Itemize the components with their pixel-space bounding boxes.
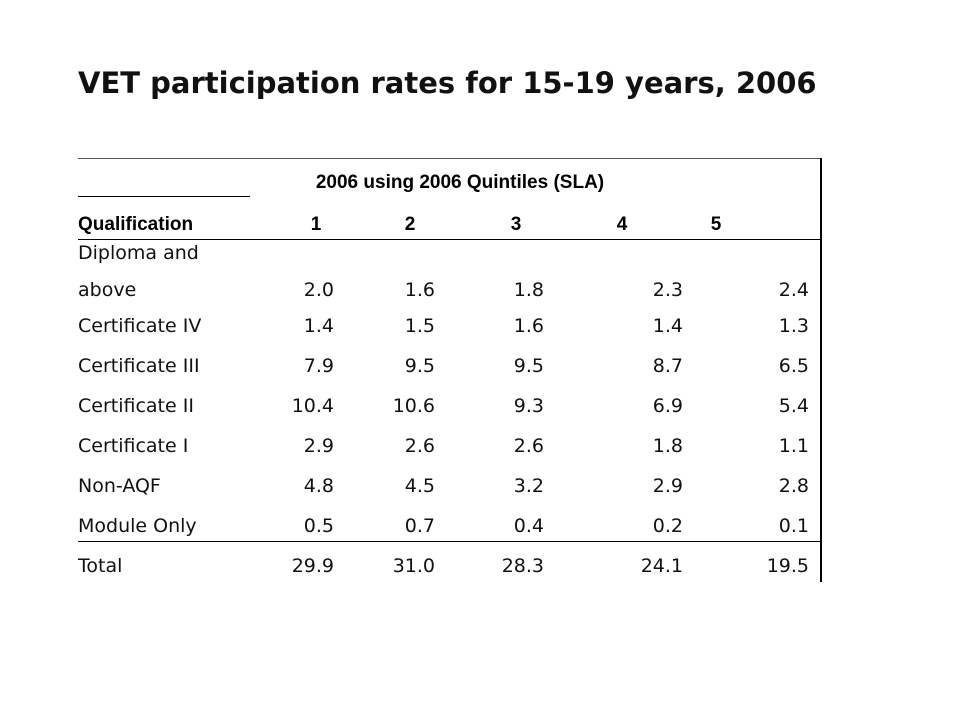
cell-value: 0.5 — [303, 515, 334, 537]
cell-value: 4.8 — [303, 475, 334, 497]
cell-value: 1.5 — [404, 315, 435, 337]
table-header-rule — [78, 239, 820, 240]
cell-value: 10.6 — [392, 395, 435, 417]
cell-value: 1.4 — [652, 315, 683, 337]
page-title: VET participation rates for 15-19 years,… — [78, 66, 817, 100]
cell-value: 24.1 — [640, 555, 683, 577]
header-quintile-2: 2 — [404, 214, 416, 235]
cell-value: 2.9 — [652, 475, 683, 497]
cell-value: 2.6 — [404, 435, 435, 457]
cell-value: 1.4 — [303, 315, 334, 337]
cell-value: 2.3 — [652, 279, 683, 301]
header-quintile-4: 4 — [616, 214, 628, 235]
cell-value: 2.9 — [303, 435, 334, 457]
cell-value: 6.5 — [778, 355, 809, 377]
cell-value: 6.9 — [652, 395, 683, 417]
cell-value: 2.6 — [513, 435, 544, 457]
cell-value: 19.5 — [766, 555, 809, 577]
cell-value: 0.1 — [778, 515, 809, 537]
table-top-rule — [78, 158, 820, 159]
header-quintile-5: 5 — [710, 214, 722, 235]
table-total-rule — [78, 541, 820, 542]
row-label: Non-AQF — [78, 475, 161, 497]
cell-value: 9.5 — [404, 355, 435, 377]
table-sub-rule — [78, 196, 250, 197]
row-label: Certificate I — [78, 435, 189, 457]
cell-value: 1.3 — [778, 315, 809, 337]
cell-value: 8.7 — [652, 355, 683, 377]
cell-value: 9.3 — [513, 395, 544, 417]
cell-value: 5.4 — [778, 395, 809, 417]
cell-value: 1.6 — [513, 315, 544, 337]
cell-value: 2.4 — [778, 279, 809, 301]
row-label-line2: above — [78, 279, 137, 301]
cell-value: 0.4 — [513, 515, 544, 537]
cell-value: 2.8 — [778, 475, 809, 497]
cell-value: 7.9 — [303, 355, 334, 377]
row-label-line1: Diploma and — [78, 242, 199, 264]
cell-value: 10.4 — [291, 395, 334, 417]
row-label: Certificate IV — [78, 315, 202, 337]
participation-table: 2006 using 2006 Quintiles (SLA) Qualific… — [78, 158, 822, 582]
row-label: Total — [78, 555, 123, 577]
cell-value: 1.6 — [404, 279, 435, 301]
row-label: Certificate III — [78, 355, 200, 377]
cell-value: 31.0 — [392, 555, 435, 577]
cell-value: 2.0 — [303, 279, 334, 301]
table-super-header: 2006 using 2006 Quintiles (SLA) — [315, 172, 605, 193]
cell-value: 0.2 — [652, 515, 683, 537]
header-qualification: Qualification — [78, 214, 194, 235]
table-right-rule — [820, 158, 822, 582]
cell-value: 9.5 — [513, 355, 544, 377]
row-label: Certificate II — [78, 395, 194, 417]
header-quintile-1: 1 — [310, 214, 322, 235]
cell-value: 28.3 — [501, 555, 544, 577]
cell-value: 3.2 — [513, 475, 544, 497]
header-quintile-3: 3 — [510, 214, 522, 235]
row-label: Module Only — [78, 515, 197, 537]
cell-value: 0.7 — [404, 515, 435, 537]
cell-value: 1.8 — [652, 435, 683, 457]
cell-value: 1.1 — [778, 435, 809, 457]
cell-value: 1.8 — [513, 279, 544, 301]
cell-value: 4.5 — [404, 475, 435, 497]
cell-value: 29.9 — [291, 555, 334, 577]
